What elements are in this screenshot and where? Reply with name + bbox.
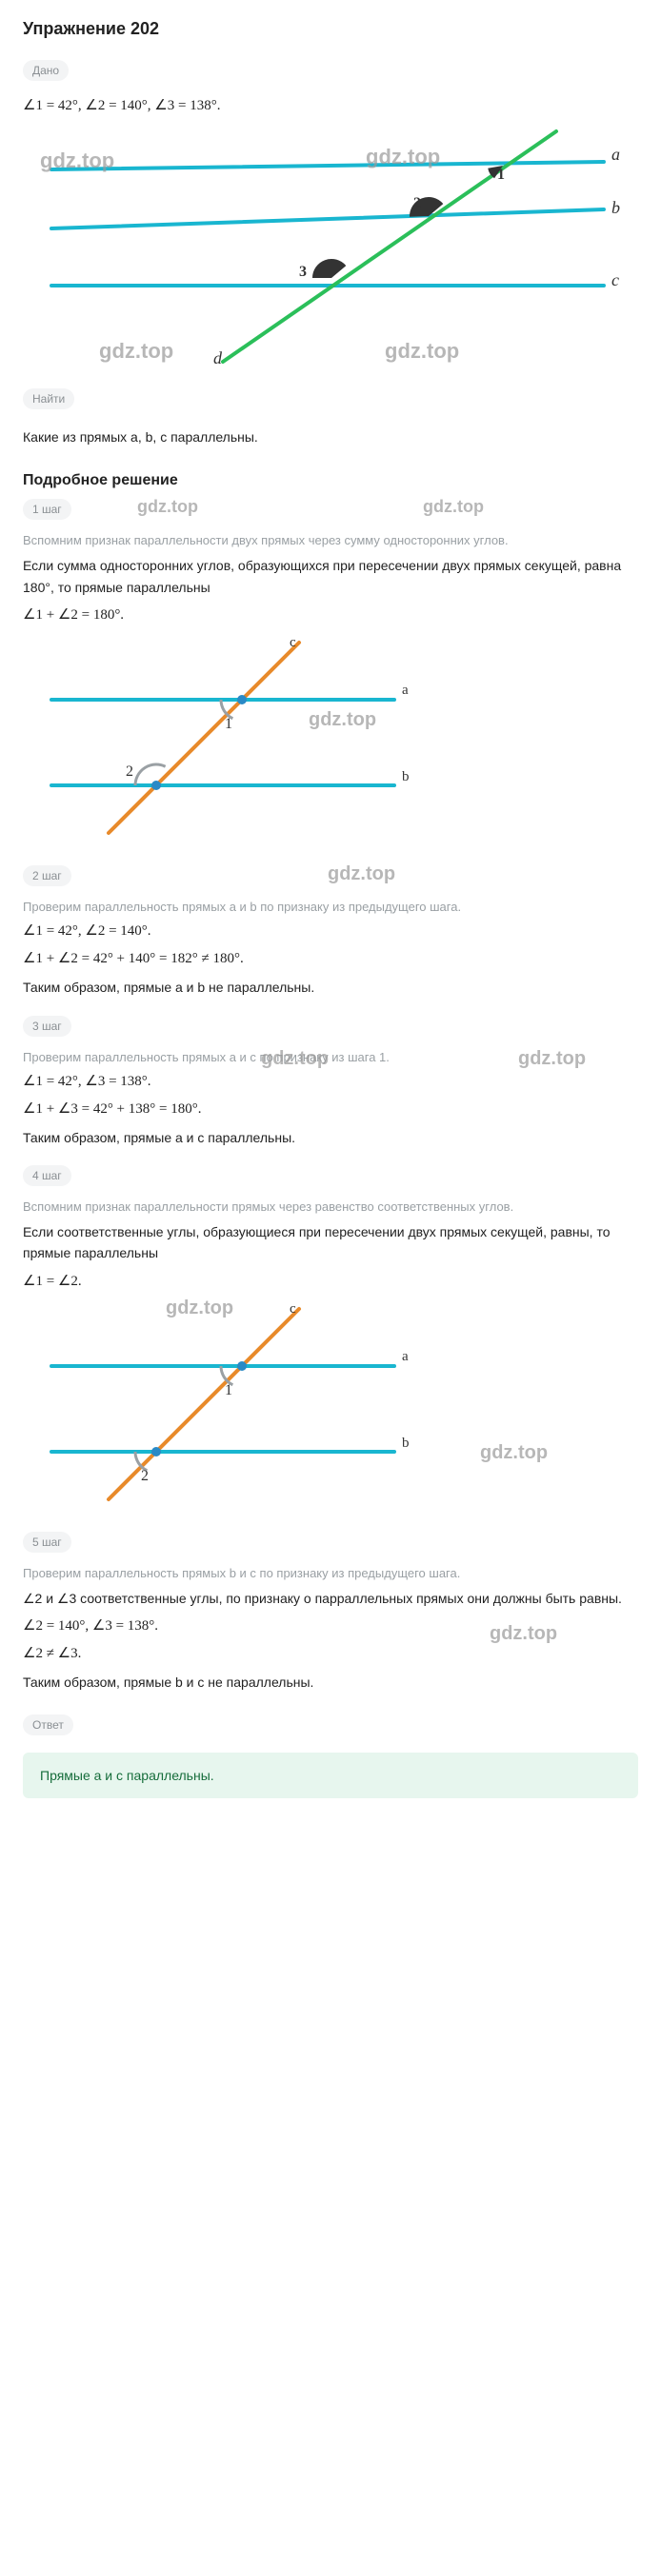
step-intro: Проверим параллельность прямых b и c по … [23,1566,638,1580]
step-pill: 3 шаг [23,1016,71,1037]
figure-3-wrap: gdz.top 12abc gdz.top [23,1299,638,1509]
step-math: ∠1 = 42°, ∠3 = 138°. [23,1072,638,1090]
step-text: Таким образом, прямые a и b не параллель… [23,977,638,998]
watermark: gdz.top [137,497,198,517]
given-math: ∠1 = 42°, ∠2 = 140°, ∠3 = 138°. [23,96,638,114]
svg-text:1: 1 [497,167,505,183]
step-math: ∠1 + ∠2 = 42° + 140° = 182° ≠ 180°. [23,949,638,967]
svg-text:b: b [402,769,410,784]
svg-text:d: d [213,348,223,367]
step-text: ∠2 и ∠3 соответственные углы, по признак… [23,1588,638,1609]
step-3: 3 шаг Проверим параллельность прямых a и… [23,1016,638,1148]
step-intro: Проверим параллельность прямых a и c по … [23,1050,638,1064]
step-5: 5 шаг Проверим параллельность прямых b и… [23,1532,638,1694]
step-intro: Вспомним признак параллельности двух пря… [23,533,638,547]
svg-text:1: 1 [225,716,232,732]
solution-title: Подробное решение [23,472,638,489]
svg-text:c: c [290,635,296,650]
figure-2-wrap: 12abc gdz.top [23,633,638,842]
step-math: ∠1 = 42°, ∠2 = 140°. [23,921,638,940]
answer-box: Прямые a и c параллельны. [23,1753,638,1798]
figure-3: 1 2 a b c [23,1299,423,1509]
find-text: Какие из прямых a, b, c параллельны. [23,426,638,447]
step-math: ∠1 + ∠2 = 180°. [23,605,638,624]
step-math: ∠1 = ∠2. [23,1272,638,1290]
step-text: Если сумма односторонних углов, образующ… [23,555,638,598]
find-pill: Найти [23,388,74,409]
svg-text:b: b [402,1436,410,1451]
step-text: Если соответственные углы, образующиеся … [23,1221,638,1264]
svg-text:2: 2 [126,763,133,780]
step-pill: 5 шаг [23,1532,71,1553]
svg-text:b: b [611,198,620,217]
svg-text:c: c [611,270,619,289]
step-math: ∠2 ≠ ∠3. [23,1644,638,1662]
step-text: Таким образом, прямые a и c параллельны. [23,1127,638,1148]
svg-text:2: 2 [141,1468,149,1484]
step-math: ∠2 = 140°, ∠3 = 138°. [23,1616,638,1635]
watermark: gdz.top [423,497,484,517]
step-1: 1 шаг gdz.top gdz.top Вспомним признак п… [23,499,638,842]
answer-pill: Ответ [23,1714,73,1735]
answer-section: Ответ Прямые a и c параллельны. [23,1714,638,1798]
page-container: Упражнение 202 Дано ∠1 = 42°, ∠2 = 140°,… [0,0,661,1827]
svg-text:c: c [290,1301,296,1317]
exercise-title: Упражнение 202 [23,19,638,39]
step-4: 4 шаг Вспомним признак параллельности пр… [23,1165,638,1509]
step-pill: 4 шаг [23,1165,71,1186]
svg-text:a: a [402,683,409,698]
figure-1-wrap: 123abcd gdz.top gdz.top gdz.top gdz.top [23,124,638,371]
svg-text:1: 1 [225,1382,232,1398]
step-pill: 1 шаг [23,499,71,520]
step-math: ∠1 + ∠3 = 42° + 138° = 180°. [23,1100,638,1118]
figure-2: 1 2 a b c [23,633,423,842]
step-pill: 2 шаг [23,865,71,886]
watermark: gdz.top [480,1442,548,1464]
step-intro: Вспомним признак параллельности прямых ч… [23,1199,638,1214]
svg-text:a: a [402,1349,409,1364]
svg-text:2: 2 [413,195,421,211]
figure-1: 1 2 3 a b c d [23,124,632,371]
watermark: gdz.top [328,863,395,885]
step-text: Таким образом, прямые b и c не параллель… [23,1672,638,1693]
svg-text:3: 3 [299,264,307,280]
given-pill: Дано [23,60,69,81]
svg-text:a: a [611,145,620,164]
step-intro: Проверим параллельность прямых a и b по … [23,900,638,914]
step-2: 2 шаг gdz.top Проверим параллельность пр… [23,865,638,998]
